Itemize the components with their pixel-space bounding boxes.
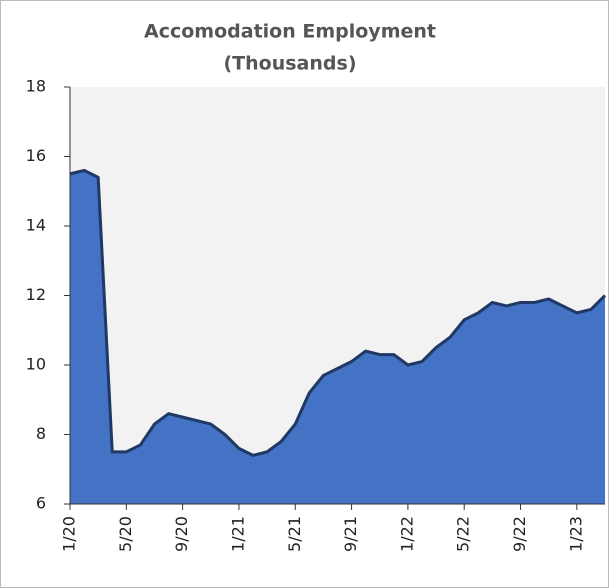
x-tick-label: 9/22 bbox=[510, 516, 529, 552]
x-tick-label: 9/21 bbox=[341, 516, 360, 552]
x-tick-label: 5/20 bbox=[116, 516, 135, 552]
x-tick-label: 9/20 bbox=[172, 516, 191, 552]
y-tick-label: 10 bbox=[26, 355, 46, 374]
x-tick-label: 1/20 bbox=[60, 516, 79, 552]
x-tick-label: 5/22 bbox=[454, 516, 473, 552]
x-tick-label: 1/21 bbox=[228, 516, 247, 552]
area bbox=[70, 170, 605, 504]
chart-title: Accomodation Employment bbox=[144, 21, 436, 43]
y-tick-label: 14 bbox=[26, 216, 46, 235]
x-tick-label: 1/23 bbox=[566, 516, 585, 552]
y-tick-label: 6 bbox=[36, 494, 46, 513]
x-tick-label: 5/21 bbox=[285, 516, 304, 552]
line bbox=[69, 168, 607, 457]
y-tick-label: 18 bbox=[26, 77, 46, 96]
x-tick-label: 1/22 bbox=[397, 516, 416, 552]
y-tick-label: 12 bbox=[26, 285, 46, 304]
y-tick-label: 16 bbox=[26, 146, 46, 165]
y-tick-label: 8 bbox=[36, 424, 46, 443]
chart-title: (Thousands) bbox=[224, 53, 357, 75]
